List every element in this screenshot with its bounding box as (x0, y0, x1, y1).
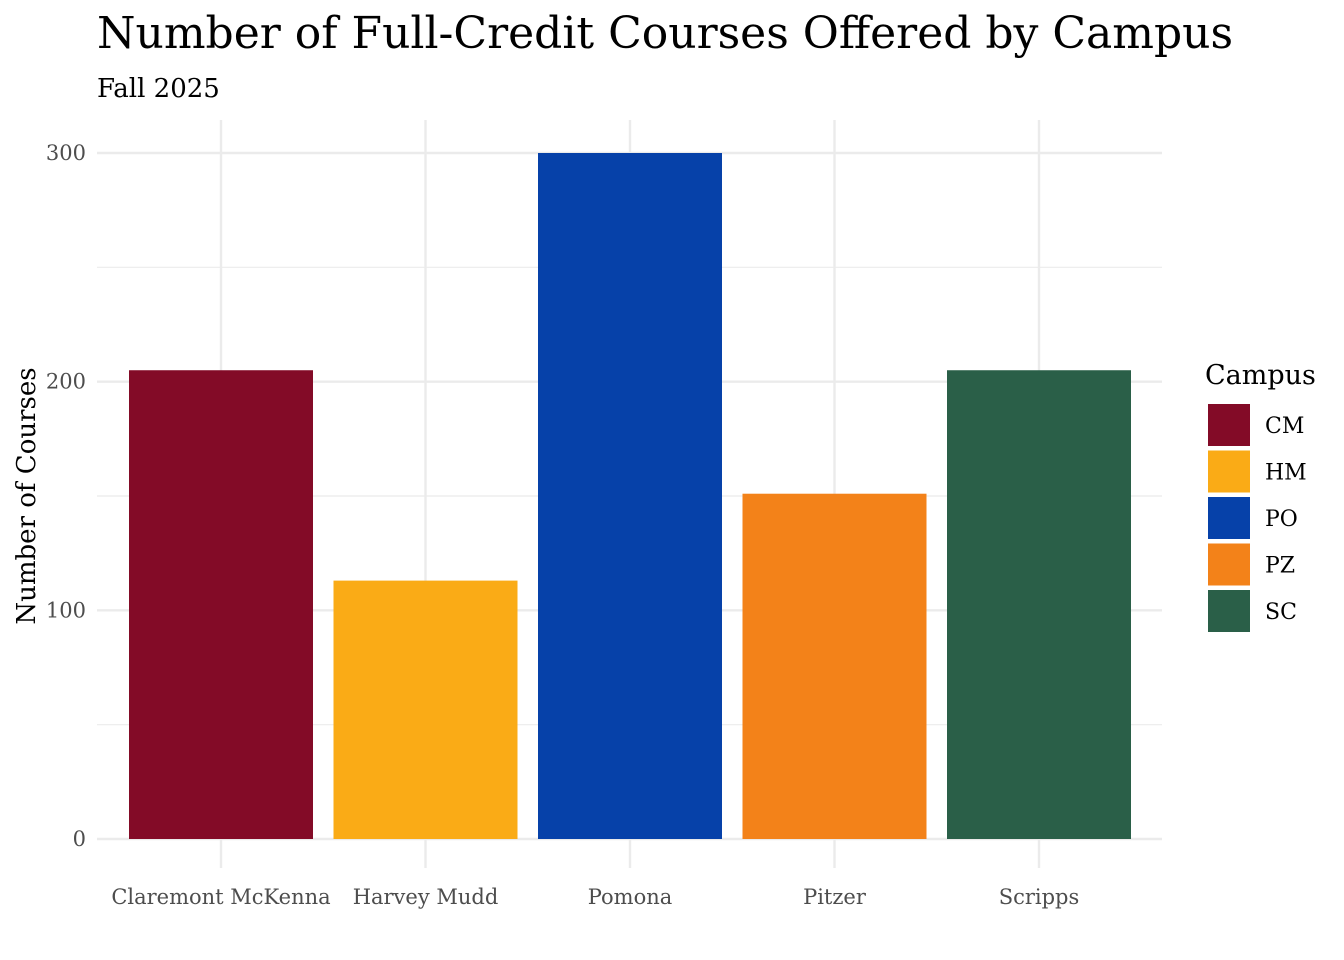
legend-key-hm (1208, 450, 1250, 493)
x-axis-ticks: Claremont McKenna Harvey Mudd Pomona Pitzer… (111, 885, 1079, 909)
x-tick-label: Pomona (588, 885, 673, 909)
y-tick-label: 100 (46, 598, 86, 622)
legend-key-cm (1208, 404, 1250, 446)
y-axis-title: Number of Courses (12, 367, 42, 624)
y-axis-ticks: 0 100 200 300 (46, 141, 86, 851)
x-tick-label: Claremont McKenna (111, 885, 330, 909)
legend-key-pz (1208, 543, 1250, 586)
legend-label: HM (1265, 461, 1307, 486)
bar-hm (333, 580, 518, 839)
legend-label: PZ (1265, 554, 1295, 579)
x-tick-label: Pitzer (803, 885, 867, 909)
bar-po (538, 153, 722, 839)
legend: Campus CM HM PO PZ SC (1205, 360, 1316, 632)
bars (129, 153, 1131, 839)
legend-key-sc (1208, 590, 1250, 632)
y-tick-label: 200 (46, 370, 86, 394)
legend-title: Campus (1205, 360, 1316, 391)
legend-label: SC (1265, 600, 1297, 625)
chart-title: Number of Full-Credit Courses Offered by… (97, 8, 1233, 59)
legend-label: PO (1265, 507, 1298, 532)
bar-cm (129, 370, 313, 839)
y-tick-label: 0 (73, 827, 86, 851)
bar-sc (947, 370, 1131, 839)
chart-subtitle: Fall 2025 (97, 74, 220, 104)
legend-label: CM (1265, 414, 1304, 439)
bar-pz (742, 493, 927, 839)
x-tick-label: Harvey Mudd (353, 885, 499, 909)
x-tick-label: Scripps (999, 885, 1080, 909)
legend-key-po (1208, 497, 1250, 539)
y-tick-label: 300 (46, 141, 86, 165)
